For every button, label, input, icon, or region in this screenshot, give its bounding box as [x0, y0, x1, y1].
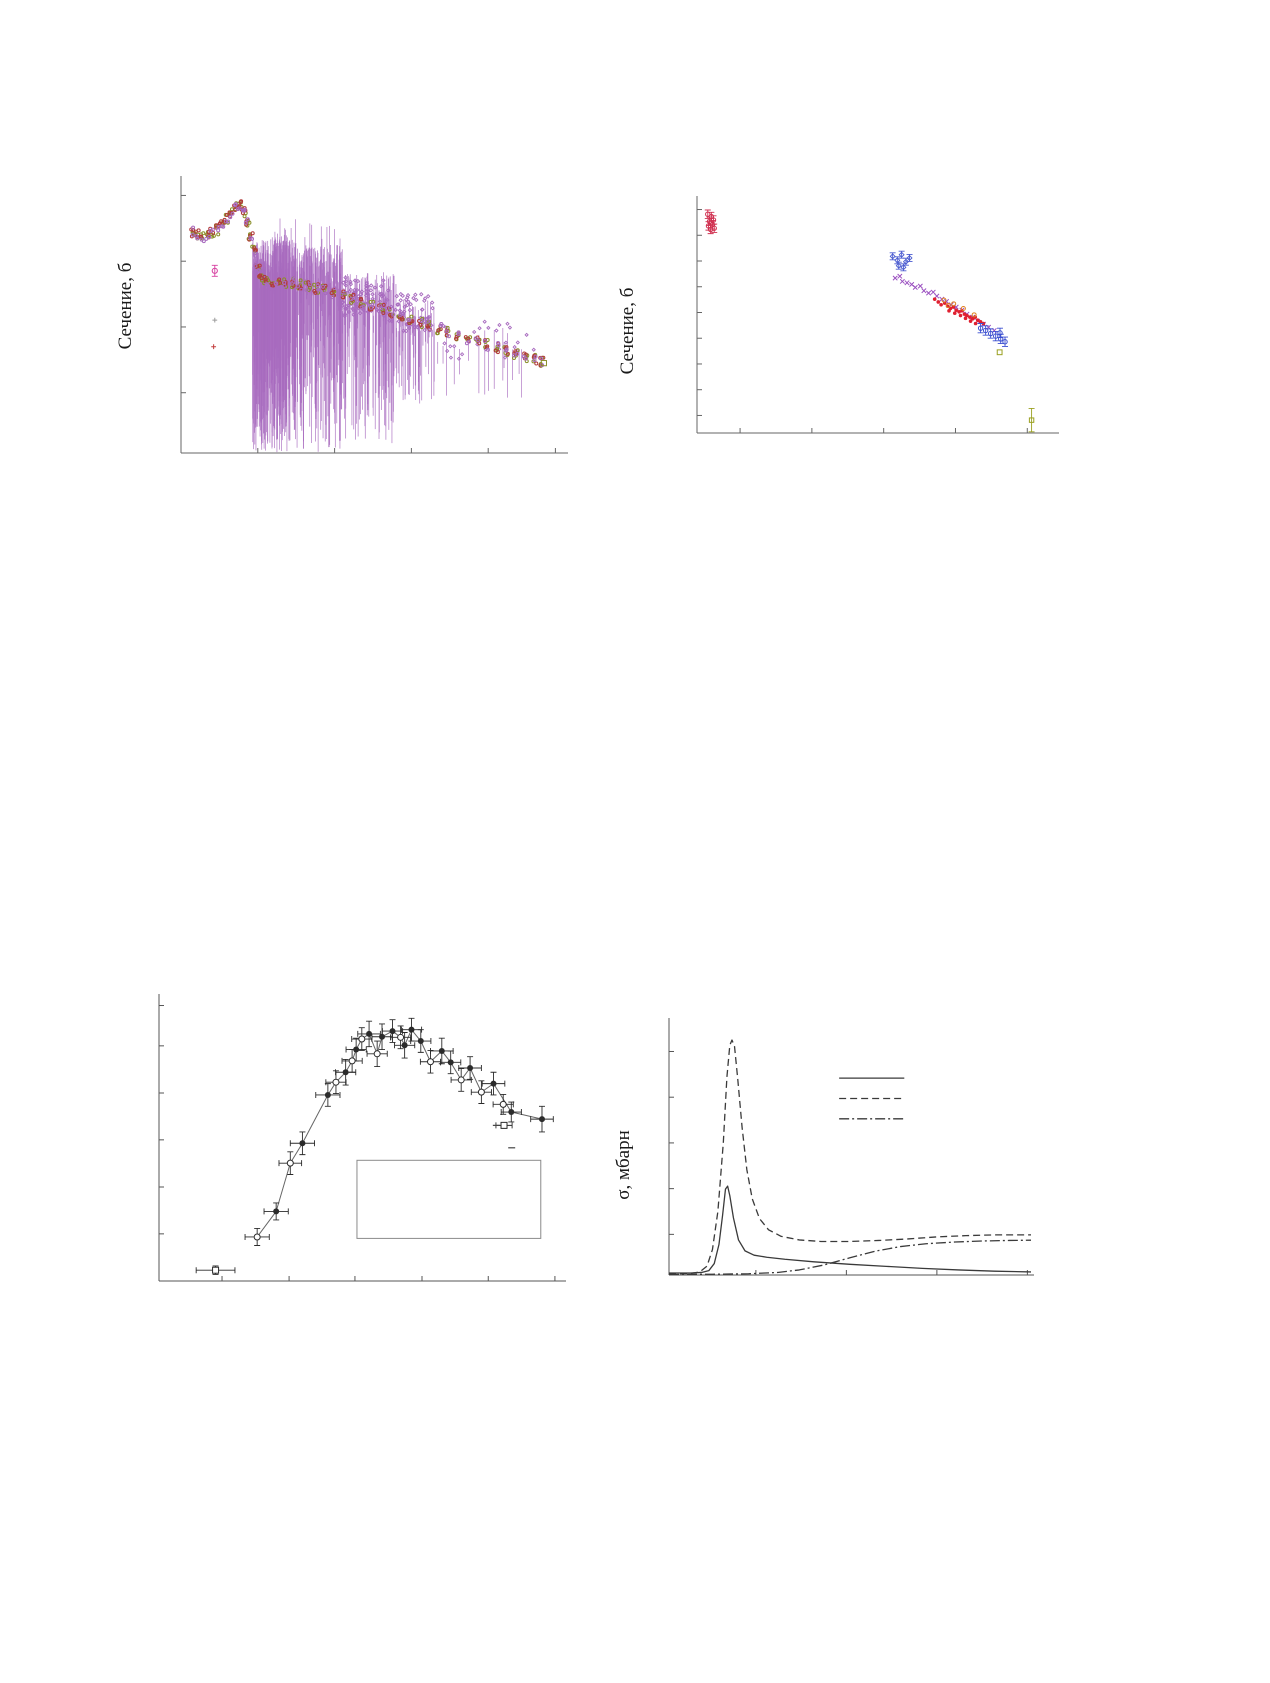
- fig1-y-axis-label: Сечение, б: [115, 262, 136, 350]
- fig2-y-axis-label: Сечение, б: [617, 287, 638, 375]
- fig1-canvas-cross-section-resonances: [180, 176, 568, 454]
- fig3-canvas-excitation-function: [158, 994, 566, 1282]
- fig2-canvas-cross-section-clusters: [696, 196, 1059, 434]
- fig4-y-axis-label: σ, мбарн: [613, 1130, 634, 1200]
- fig4-canvas-calculated-curves: [668, 1018, 1034, 1276]
